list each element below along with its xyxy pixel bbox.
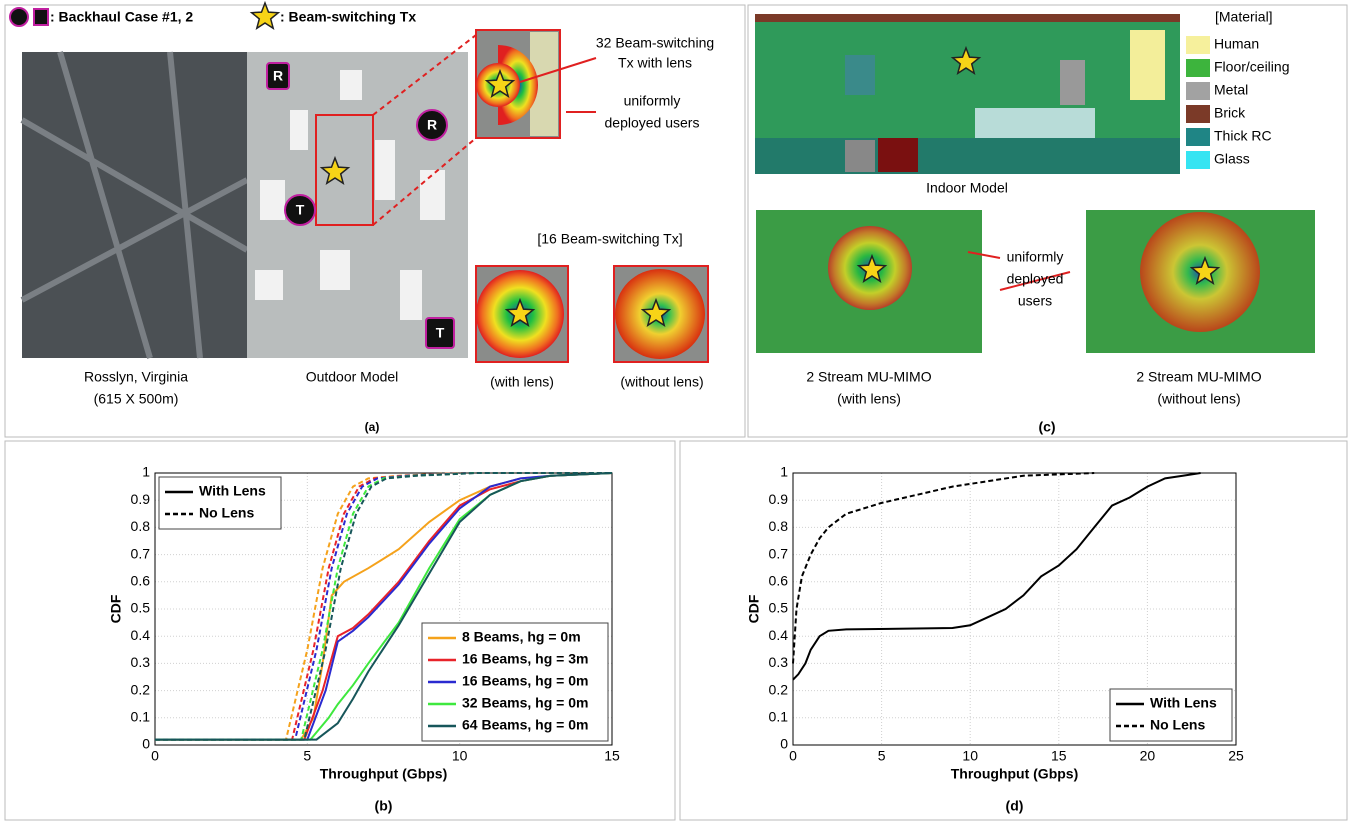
x-tick-label: 10 bbox=[452, 748, 468, 764]
x-tick-label: 5 bbox=[878, 748, 886, 764]
legend-label: Thick RC bbox=[1214, 128, 1272, 144]
legend-text: : Backhaul Case #1, 2 bbox=[50, 9, 193, 25]
metal bbox=[1060, 60, 1085, 105]
y-tick-label: 0 bbox=[780, 736, 788, 752]
thick-rc bbox=[845, 55, 875, 95]
badge-label: T bbox=[296, 202, 305, 218]
legend-swatch bbox=[1186, 105, 1210, 123]
callout: deployed bbox=[1007, 271, 1064, 287]
y-tick-label: 0.2 bbox=[769, 681, 789, 697]
badge-label: R bbox=[427, 117, 437, 133]
image-label: 2 Stream MU-MIMO bbox=[1136, 369, 1261, 385]
square-icon bbox=[34, 9, 48, 25]
y-tick-label: 0.5 bbox=[769, 600, 789, 616]
legend-label: With Lens bbox=[1150, 695, 1217, 711]
brick bbox=[878, 138, 918, 172]
x-tick-label: 10 bbox=[962, 748, 978, 764]
y-tick-label: 0.8 bbox=[769, 518, 789, 534]
caption: (b) bbox=[375, 798, 393, 814]
callout: deployed users bbox=[605, 115, 700, 131]
callout: uniformly bbox=[624, 93, 681, 109]
legend-swatch bbox=[1186, 128, 1210, 146]
legend-swatch bbox=[1186, 82, 1210, 100]
caption: (d) bbox=[1006, 798, 1024, 814]
x-tick-label: 25 bbox=[1228, 748, 1244, 764]
x-tick-label: 0 bbox=[151, 748, 159, 764]
image-label: (without lens) bbox=[620, 374, 703, 390]
legend-label: 16 Beams, hg = 0m bbox=[462, 673, 588, 689]
legend-label: Floor/ceiling bbox=[1214, 59, 1289, 75]
y-tick-label: 0.4 bbox=[769, 627, 789, 643]
callout: Tx with lens bbox=[618, 55, 692, 71]
image-label: Outdoor Model bbox=[306, 369, 399, 385]
glass-room bbox=[975, 108, 1095, 138]
y-axis-label: CDF bbox=[108, 594, 124, 623]
legend-swatch bbox=[1186, 151, 1210, 169]
badge-label: T bbox=[436, 325, 445, 341]
y-tick-label: 0 bbox=[142, 736, 150, 752]
y-tick-label: 0.3 bbox=[131, 654, 151, 670]
x-tick-label: 5 bbox=[303, 748, 311, 764]
legend-title: [Material] bbox=[1215, 9, 1273, 25]
caption: (a) bbox=[365, 420, 380, 434]
y-tick-label: 0.7 bbox=[769, 545, 789, 561]
x-axis-label: Throughput (Gbps) bbox=[320, 766, 448, 782]
y-tick-label: 0.4 bbox=[131, 627, 151, 643]
legend-label: Human bbox=[1214, 36, 1259, 52]
x-axis-label: Throughput (Gbps) bbox=[951, 766, 1079, 782]
y-tick-label: 0.8 bbox=[131, 518, 151, 534]
legend-text: : Beam-switching Tx bbox=[280, 9, 416, 25]
y-tick-label: 0.1 bbox=[769, 709, 789, 725]
x-tick-label: 20 bbox=[1140, 748, 1156, 764]
image-label: (with lens) bbox=[490, 374, 554, 390]
y-tick-label: 0.6 bbox=[131, 573, 151, 589]
y-tick-label: 0.9 bbox=[769, 491, 789, 507]
image-label: (without lens) bbox=[1157, 391, 1240, 407]
y-tick-label: 0.1 bbox=[131, 709, 151, 725]
x-tick-label: 15 bbox=[604, 748, 620, 764]
x-tick-label: 15 bbox=[1051, 748, 1067, 764]
legend-label: 8 Beams, hg = 0m bbox=[462, 629, 581, 645]
y-tick-label: 0.7 bbox=[131, 545, 151, 561]
metal bbox=[845, 140, 875, 172]
image-label: 2 Stream MU-MIMO bbox=[806, 369, 931, 385]
figure: : Backhaul Case #1, 2 : Beam-switching T… bbox=[0, 0, 1352, 825]
legend-label: With Lens bbox=[199, 483, 266, 499]
y-tick-label: 0.2 bbox=[131, 681, 151, 697]
image-label: (615 X 500m) bbox=[94, 391, 179, 407]
legend-label: 32 Beams, hg = 0m bbox=[462, 695, 588, 711]
wall bbox=[755, 14, 1180, 22]
y-tick-label: 0.5 bbox=[131, 600, 151, 616]
y-tick-label: 1 bbox=[780, 464, 788, 480]
y-axis-label: CDF bbox=[746, 594, 762, 623]
human bbox=[1130, 30, 1165, 100]
legend-label: No Lens bbox=[1150, 717, 1205, 733]
circle-icon bbox=[10, 8, 28, 26]
callout: 32 Beam-switching bbox=[596, 35, 714, 51]
legend-label: No Lens bbox=[199, 505, 254, 521]
legend-swatch bbox=[1186, 59, 1210, 77]
y-tick-label: 0.3 bbox=[769, 654, 789, 670]
y-tick-label: 0.9 bbox=[131, 491, 151, 507]
legend-swatch bbox=[1186, 36, 1210, 54]
callout: users bbox=[1018, 293, 1052, 309]
image-label: Indoor Model bbox=[926, 180, 1008, 196]
legend-label: 64 Beams, hg = 0m bbox=[462, 717, 588, 733]
image-label: (with lens) bbox=[837, 391, 901, 407]
badge-label: R bbox=[273, 68, 283, 84]
subtitle: [16 Beam-switching Tx] bbox=[537, 231, 682, 247]
wall bbox=[755, 138, 1180, 174]
legend-label: Brick bbox=[1214, 105, 1246, 121]
y-tick-label: 0.6 bbox=[769, 573, 789, 589]
legend-label: 16 Beams, hg = 3m bbox=[462, 651, 588, 667]
callout: uniformly bbox=[1007, 249, 1064, 265]
legend-label: Glass bbox=[1214, 151, 1250, 167]
x-tick-label: 0 bbox=[789, 748, 797, 764]
legend-label: Metal bbox=[1214, 82, 1248, 98]
caption: (c) bbox=[1038, 419, 1055, 435]
image-label: Rosslyn, Virginia bbox=[84, 369, 188, 385]
y-tick-label: 1 bbox=[142, 464, 150, 480]
